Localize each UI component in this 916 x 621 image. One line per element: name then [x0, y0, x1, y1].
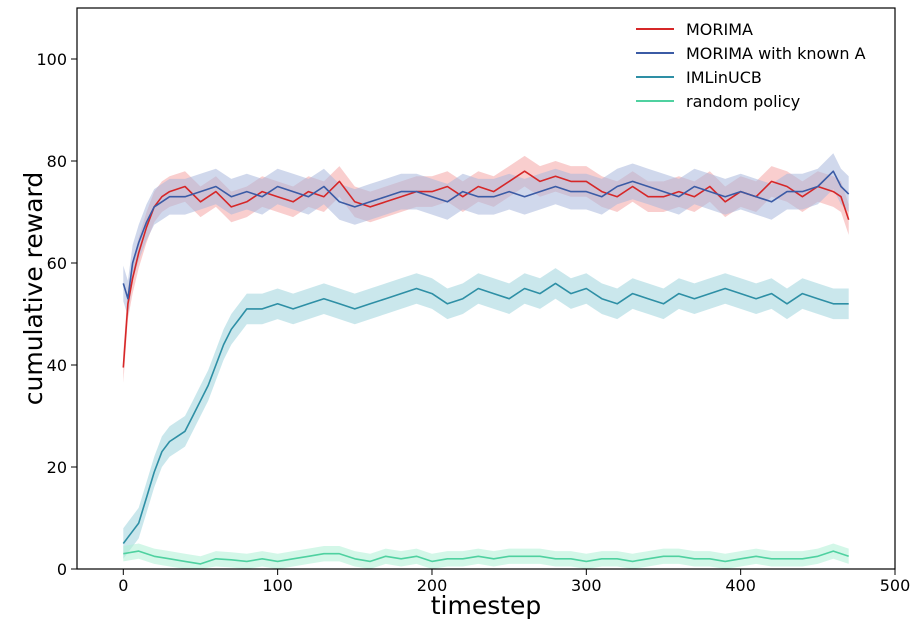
- legend-label-1: MORIMA with known A: [686, 44, 866, 63]
- y-tick-label: 60: [47, 254, 67, 273]
- legend-label-2: IMLinUCB: [686, 68, 762, 87]
- series-line-1: [122, 170, 850, 300]
- y-tick-label: 40: [47, 356, 67, 375]
- series-band-2: [123, 268, 849, 559]
- x-tick-label: 100: [262, 576, 293, 595]
- x-tick-label: 500: [880, 576, 911, 595]
- axes-frame: [76, 7, 896, 570]
- series-line-3: [123, 550, 849, 565]
- x-tick-label: 400: [725, 576, 756, 595]
- y-tick-label: 0: [57, 560, 67, 579]
- series-line-2: [122, 282, 849, 544]
- y-axis-label: cumulative reward: [19, 172, 48, 406]
- legend: MORIMA MORIMA with known A IMLinUCB random …: [636, 20, 866, 111]
- plot-area: [122, 153, 850, 569]
- y-tick-label: 20: [47, 458, 67, 477]
- x-tick-label: 0: [118, 576, 128, 595]
- x-tick-label: 200: [417, 576, 448, 595]
- x-axis-ticks: 0 100 200 300 400 500: [118, 569, 910, 595]
- legend-label-0: MORIMA: [686, 20, 753, 39]
- y-tick-label: 100: [36, 50, 67, 69]
- series-band-3: [123, 543, 849, 569]
- x-axis-label: timestep: [431, 591, 542, 620]
- y-axis-ticks: 0 20 40 60 80 100: [36, 50, 77, 579]
- legend-label-3: random policy: [686, 92, 800, 111]
- y-tick-label: 80: [47, 152, 67, 171]
- x-tick-label: 300: [571, 576, 602, 595]
- series-line-0: [122, 170, 850, 368]
